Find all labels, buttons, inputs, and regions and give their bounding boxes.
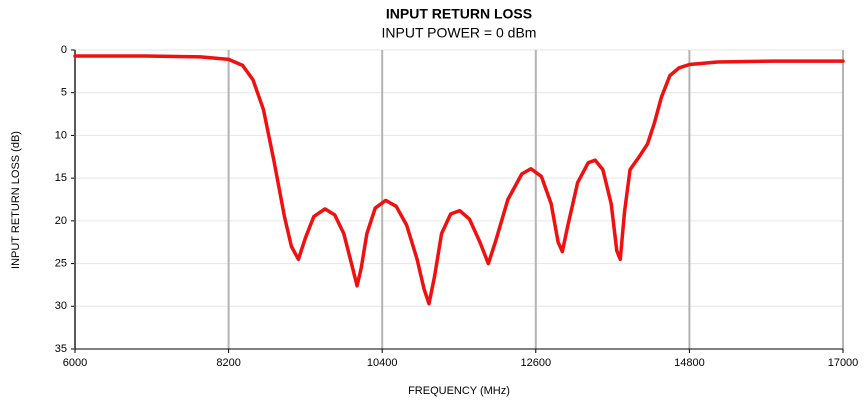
y-tick-label: 20	[55, 215, 67, 227]
x-tick-label: 6000	[63, 357, 87, 369]
y-tick-label: 35	[55, 343, 67, 355]
x-axis-label: FREQUENCY (MHz)	[408, 385, 510, 397]
y-axis-label: INPUT RETURN LOSS (dB)	[10, 131, 22, 269]
y-tick-label: 25	[55, 257, 67, 269]
x-tick-label: 12600	[521, 357, 552, 369]
x-tick-label: 14800	[674, 357, 705, 369]
data-line	[73, 54, 845, 306]
y-tick-label: 5	[61, 87, 67, 99]
x-tick-label: 10400	[367, 357, 398, 369]
chart-subtitle: INPUT POWER = 0 dBm	[382, 25, 537, 41]
x-tick-label: 17000	[828, 357, 859, 369]
x-tick-label: 8200	[216, 357, 240, 369]
y-tick-label: 30	[55, 300, 67, 312]
y-tick-label: 0	[61, 44, 67, 56]
chart-title: INPUT RETURN LOSS	[386, 6, 532, 22]
y-tick-label: 15	[55, 172, 67, 184]
y-tick-label: 10	[55, 129, 67, 141]
